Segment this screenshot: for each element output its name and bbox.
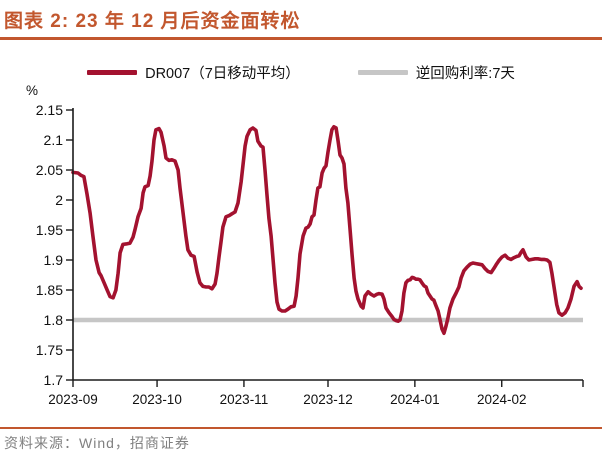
x-tick-label: 2023-10 <box>132 392 182 407</box>
dr007-series-line <box>71 124 583 335</box>
footer-divider <box>0 427 602 429</box>
figure-title: 图表 2: 23 年 12 月后资金面转松 <box>4 11 301 32</box>
x-tick-label: 2024-02 <box>477 392 527 407</box>
legend-item-dr007: DR007（7日移动平均） <box>87 62 300 83</box>
y-tick-label: 2.15 <box>36 102 63 118</box>
legend-label-dr007: DR007（7日移动平均） <box>145 66 300 82</box>
y-tick-label: 1.95 <box>36 222 63 238</box>
x-tick-label: 2023-12 <box>303 392 353 407</box>
legend-label-repo: 逆回购利率:7天 <box>415 66 515 82</box>
y-tick-label: 2.05 <box>36 162 63 178</box>
legend-item-repo: 逆回购利率:7天 <box>357 62 515 83</box>
x-tick-label: 2024-01 <box>390 392 440 407</box>
y-tick-label: 2.1 <box>44 132 64 148</box>
legend-line-swatch-repo <box>357 70 408 75</box>
line-chart: 2.15 2.1 2.05 2 1.95 1.9 1.85 1.8 1.75 1.7 2023-09… <box>36 102 584 407</box>
y-axis-unit-label: % <box>26 83 39 98</box>
y-tick-label: 1.75 <box>36 342 63 358</box>
y-tick-label: 1.85 <box>36 282 63 298</box>
y-tick-label: 2 <box>55 192 63 208</box>
legend-line-swatch-dr007 <box>87 70 138 75</box>
y-tick-label: 1.8 <box>44 312 64 328</box>
chart-legend: DR007（7日移动平均） 逆回购利率:7天 <box>0 62 602 83</box>
title-divider <box>0 37 602 40</box>
source-note: 资料来源：Wind，招商证券 <box>4 435 190 451</box>
x-tick-label: 2023-11 <box>220 392 269 407</box>
x-tick-label: 2023-09 <box>48 392 98 407</box>
y-tick-label: 1.9 <box>44 252 64 268</box>
y-tick-label: 1.7 <box>44 372 64 388</box>
